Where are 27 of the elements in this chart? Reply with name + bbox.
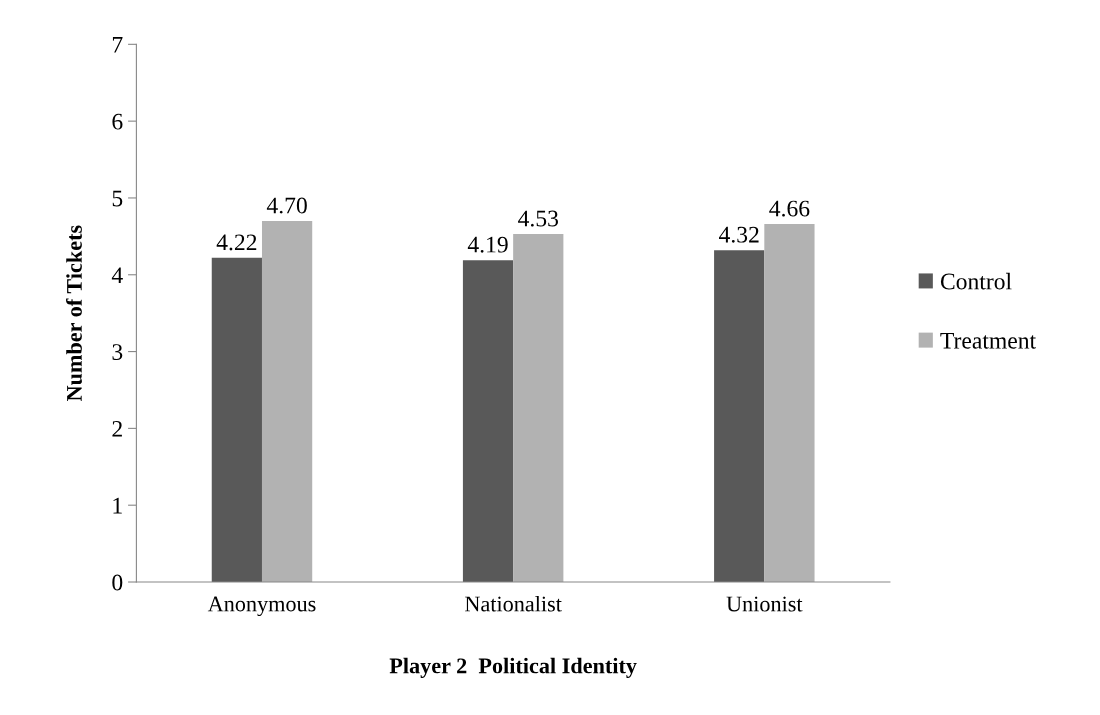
- bar: [261, 221, 313, 583]
- data-label: 4.32: [719, 226, 759, 243]
- data-label: 4.66: [769, 200, 810, 217]
- x-axis-title: Player 2 Political Identity: [389, 657, 637, 678]
- bar: [462, 260, 514, 583]
- bar: [764, 224, 815, 583]
- bar: [513, 234, 564, 583]
- legend-label: Treatment: [940, 332, 1036, 349]
- x-tick-label: Unionist: [726, 596, 803, 612]
- bar: [211, 257, 262, 583]
- y-tick-label: 0: [112, 574, 123, 591]
- legend-label: Control: [940, 272, 1012, 290]
- data-label: 4.19: [467, 236, 508, 253]
- y-tick-label: 3: [112, 344, 123, 360]
- bar: [714, 250, 765, 583]
- y-tick-label: 6: [112, 113, 123, 130]
- data-label: 4.70: [266, 197, 307, 214]
- y-tick-label: 1: [113, 497, 122, 514]
- data-label: 4.22: [216, 234, 257, 251]
- x-tick-label: Anonymous: [207, 596, 316, 617]
- x-tick-label: Nationalist: [465, 595, 562, 612]
- y-tick-label: 7: [112, 37, 123, 53]
- y-axis-title: Number of Tickets: [66, 225, 82, 402]
- y-tick-label: 4: [111, 267, 123, 283]
- data-label: 4.53: [518, 210, 558, 227]
- y-tick-label: 5: [112, 190, 123, 207]
- y-tick-label: 2: [112, 420, 122, 437]
